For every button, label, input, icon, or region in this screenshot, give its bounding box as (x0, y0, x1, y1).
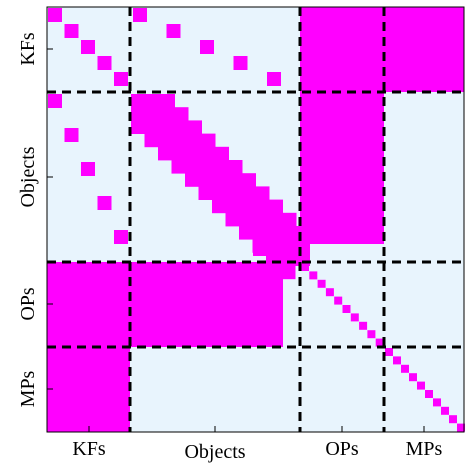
mark-ops-ops-4 (334, 296, 343, 305)
mark-mps-mps-5 (425, 390, 433, 398)
mark-ops-ops-9 (375, 338, 384, 347)
block-objects-ops-dense (300, 92, 384, 244)
mark-ops-ops-0 (301, 263, 309, 271)
mark-mps-mps-0 (385, 348, 393, 356)
mark-objects-kfs-1 (64, 128, 79, 142)
mark-ops-ops-6 (350, 313, 359, 322)
mark-mps-mps-9 (457, 423, 465, 432)
mark-kfs-kfs-0 (48, 8, 62, 22)
mark-ops-ops-1 (309, 271, 318, 280)
mark-objects-kfs-3 (97, 196, 112, 210)
mark-mps-mps-3 (409, 373, 417, 382)
mark-kfs-kfs-2 (81, 40, 95, 54)
mark-kfs-objects-4 (267, 72, 281, 86)
mark-kfs-objects-0 (133, 8, 147, 22)
block-kfs-ops-mps-dense (300, 7, 464, 92)
mark-kfs-kfs-3 (97, 56, 112, 70)
mark-ops-ops-8 (367, 330, 376, 339)
mark-mps-mps-1 (393, 356, 401, 365)
mark-kfs-objects-1 (166, 24, 181, 38)
mark-mps-mps-4 (417, 381, 425, 390)
row-label-kfs: KFs (17, 32, 39, 66)
mark-objects-kfs-4 (114, 230, 128, 244)
col-label-objects: Objects (184, 441, 245, 463)
mark-mps-mps-7 (441, 406, 449, 415)
mark-objects-kfs-0 (48, 94, 62, 108)
block-ops-kfs-objects-dense (47, 262, 283, 347)
mark-objects-objects-tail-1 (284, 244, 298, 258)
block-separators (47, 7, 464, 432)
mark-ops-ops-7 (359, 321, 368, 330)
mark-mps-mps-8 (449, 415, 457, 424)
mark-ops-ops-5 (342, 305, 351, 313)
mark-mps-mps-2 (401, 364, 409, 373)
mark-kfs-kfs-4 (114, 72, 128, 86)
row-label-mps: MPs (17, 370, 39, 407)
col-label-mps: MPs (406, 438, 443, 460)
row-label-objects: Objects (17, 146, 39, 207)
mark-kfs-objects-3 (233, 56, 248, 70)
mark-mps-mps-6 (433, 398, 441, 407)
nonzero-blocks (47, 7, 465, 432)
row-label-ops: OPs (17, 287, 39, 321)
tick-marks (47, 48, 425, 432)
matrix-frame (46, 6, 465, 433)
mark-kfs-kfs-1 (64, 24, 79, 38)
mark-ops-ops-2 (317, 279, 326, 288)
mark-objects-objects-tail-0 (253, 240, 267, 256)
col-label-ops: OPs (325, 438, 359, 460)
block-mps-kfs-dense (47, 347, 130, 432)
col-label-kfs: KFs (72, 438, 106, 460)
mark-objects-kfs-2 (81, 162, 95, 176)
mark-kfs-objects-2 (200, 40, 214, 54)
mark-ops-ops-3 (325, 288, 334, 297)
